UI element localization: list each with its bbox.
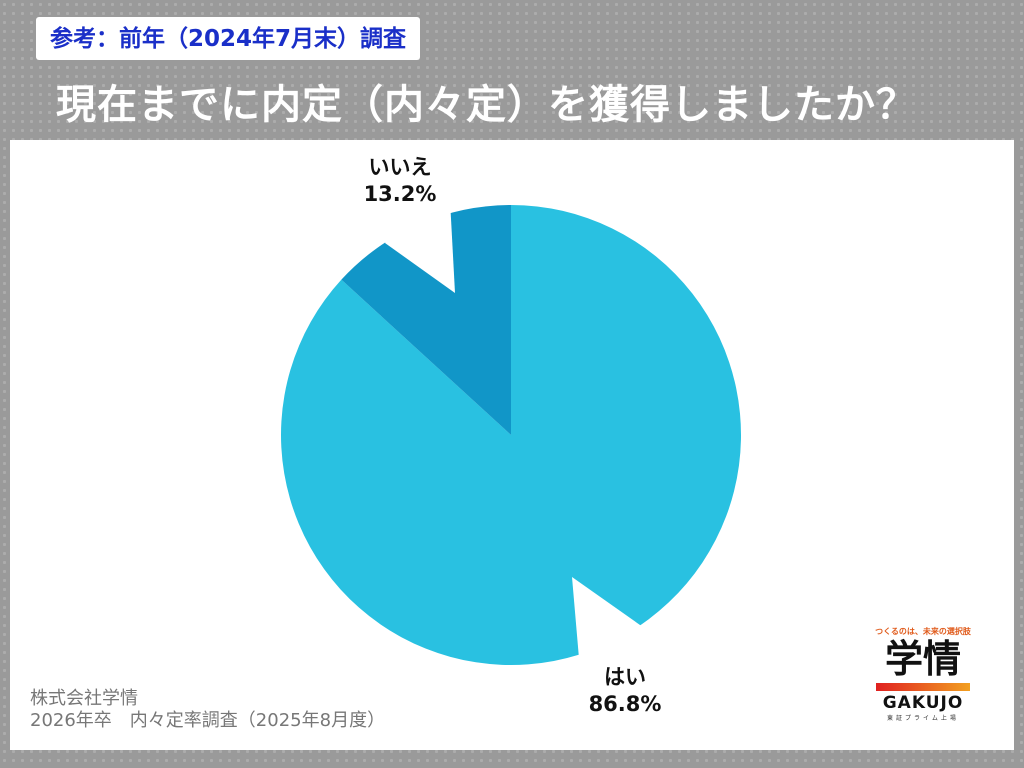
leader-notch [385, 200, 455, 293]
logo-bar [876, 683, 970, 691]
leader-notch [572, 577, 660, 670]
logo-kanji: 学情 [884, 637, 961, 681]
label-no: いいえ 13.2% [340, 154, 460, 208]
gakujo-logo: つくるのは、未来の選択肢 学情 GAKUJO 東証プライム上場 [868, 626, 978, 722]
label-yes-category: はい [604, 665, 646, 689]
source-note: 株式会社学情 2026年卒 内々定率調査（2025年8月度） [30, 688, 385, 732]
logo-roman: GAKUJO [882, 693, 964, 713]
reference-note: 参考：前年（2024年7月末）調査 [36, 17, 421, 60]
pie-slice-no [341, 205, 511, 435]
logo-tagline: つくるのは、未来の選択肢 [875, 627, 971, 636]
label-yes: はい 86.8% [565, 664, 685, 718]
company-name: 株式会社学情 [30, 688, 138, 709]
label-no-value: 13.2% [363, 182, 437, 206]
logo-exchange: 東証プライム上場 [887, 715, 959, 722]
survey-name: 2026年卒 内々定率調査（2025年8月度） [30, 710, 386, 731]
page-title: 現在までに内定（内々定）を獲得しましたか？ [56, 82, 917, 128]
label-yes-value: 86.8% [588, 692, 662, 716]
label-no-category: いいえ [368, 155, 432, 179]
